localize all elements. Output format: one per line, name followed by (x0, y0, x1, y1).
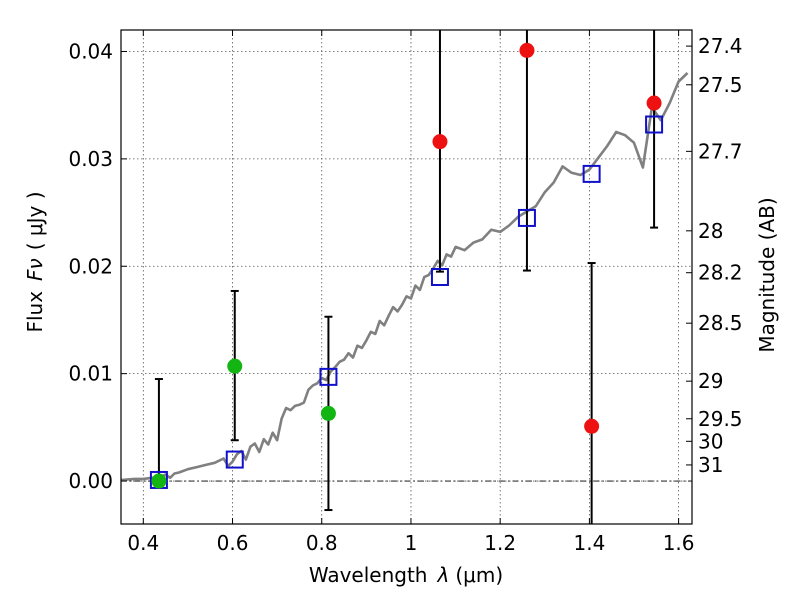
tick-layer: 0.4 0.6 0.8 1 1.2 1.4 1.6 0.00 0.01 0.02 0.03 0.04 2… (68, 30, 743, 555)
green-data-point (227, 358, 243, 374)
model-photometry-square (645, 115, 664, 134)
model-photometry-square (225, 450, 244, 469)
magnitude-tick-label: 28.5 (698, 311, 743, 335)
green-data-point (151, 473, 167, 489)
x-tick-label: 0.4 (127, 531, 159, 555)
y-axis-label-text: Flux (23, 291, 47, 333)
magnitude-tick-label: 27.4 (698, 34, 743, 58)
magnitude-tick-label: 29.5 (698, 407, 743, 431)
model-photometry-square (582, 164, 601, 183)
x-tick-label: 1.4 (573, 531, 605, 555)
x-axis-label-unit: (μm) (455, 563, 503, 587)
right-axis-label: Magnitude (AB) (755, 197, 779, 352)
y-tick-label: 0.03 (68, 147, 113, 171)
green-data-point (320, 405, 336, 421)
marker-layer (149, 42, 664, 489)
y-tick-label: 0.00 (68, 469, 113, 493)
plot-frame (120, 29, 693, 525)
x-tick-label: 1.2 (484, 531, 516, 555)
grid-layer (121, 30, 692, 524)
magnitude-tick-label: 27.7 (698, 139, 743, 163)
y-tick-label: 0.01 (68, 362, 113, 386)
x-tick-label: 1.6 (663, 531, 695, 555)
red-data-point (519, 42, 535, 58)
model-photometry-square (517, 208, 536, 227)
x-tick-label: 0.8 (306, 531, 338, 555)
red-data-point (646, 95, 662, 111)
x-axis-label: Wavelength λ (μm) (309, 563, 503, 587)
red-data-point (584, 418, 600, 434)
red-data-point (432, 134, 448, 150)
y-tick-label: 0.04 (68, 39, 113, 63)
error-bar-layer (154, 30, 659, 524)
magnitude-tick-label: 30 (698, 429, 723, 453)
model-photometry-square (430, 268, 449, 286)
x-axis-label-symbol: λ (437, 563, 450, 587)
magnitude-tick-label: 29 (698, 369, 723, 393)
y-axis-label-unit: ( μJy ) (23, 191, 47, 250)
x-tick-label: 0.6 (217, 531, 249, 555)
magnitude-tick-label: 28 (698, 219, 723, 243)
magnitude-tick-label: 28.2 (698, 261, 743, 285)
magnitude-tick-label: 31 (698, 453, 723, 477)
model-photometry-square (319, 367, 338, 386)
x-tick-label: 1 (405, 531, 418, 555)
model-spectrum-layer (121, 72, 689, 482)
x-axis-label-text: Wavelength (309, 563, 428, 587)
magnitude-tick-label: 27.5 (698, 73, 743, 97)
y-tick-label: 0.02 (68, 254, 113, 278)
model-spectrum-line (121, 72, 689, 482)
y-axis-label: Flux Fν ( μJy ) (23, 191, 47, 332)
y-axis-label-symbol: Fν (23, 258, 47, 281)
